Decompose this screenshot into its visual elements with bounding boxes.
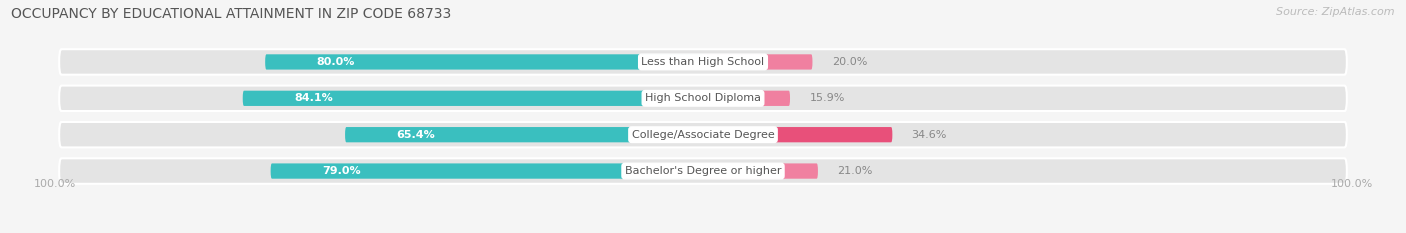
Text: 100.0%: 100.0% [1330, 179, 1372, 189]
Text: 65.4%: 65.4% [396, 130, 436, 140]
Text: 15.9%: 15.9% [810, 93, 845, 103]
Text: 80.0%: 80.0% [316, 57, 356, 67]
FancyBboxPatch shape [703, 91, 790, 106]
FancyBboxPatch shape [703, 54, 813, 70]
Text: OCCUPANCY BY EDUCATIONAL ATTAINMENT IN ZIP CODE 68733: OCCUPANCY BY EDUCATIONAL ATTAINMENT IN Z… [11, 7, 451, 21]
Text: 100.0%: 100.0% [34, 179, 76, 189]
Text: 20.0%: 20.0% [832, 57, 868, 67]
Text: 79.0%: 79.0% [322, 166, 361, 176]
Text: 34.6%: 34.6% [911, 130, 948, 140]
Text: High School Diploma: High School Diploma [645, 93, 761, 103]
FancyBboxPatch shape [703, 127, 893, 142]
FancyBboxPatch shape [270, 163, 703, 179]
Text: Bachelor's Degree or higher: Bachelor's Degree or higher [624, 166, 782, 176]
FancyBboxPatch shape [344, 127, 703, 142]
FancyBboxPatch shape [59, 86, 1347, 111]
Text: College/Associate Degree: College/Associate Degree [631, 130, 775, 140]
FancyBboxPatch shape [243, 91, 703, 106]
Text: 84.1%: 84.1% [294, 93, 333, 103]
Text: 21.0%: 21.0% [837, 166, 873, 176]
FancyBboxPatch shape [266, 54, 703, 70]
FancyBboxPatch shape [59, 49, 1347, 75]
FancyBboxPatch shape [703, 163, 818, 179]
FancyBboxPatch shape [59, 158, 1347, 184]
Text: Source: ZipAtlas.com: Source: ZipAtlas.com [1277, 7, 1395, 17]
FancyBboxPatch shape [59, 122, 1347, 147]
Text: Less than High School: Less than High School [641, 57, 765, 67]
